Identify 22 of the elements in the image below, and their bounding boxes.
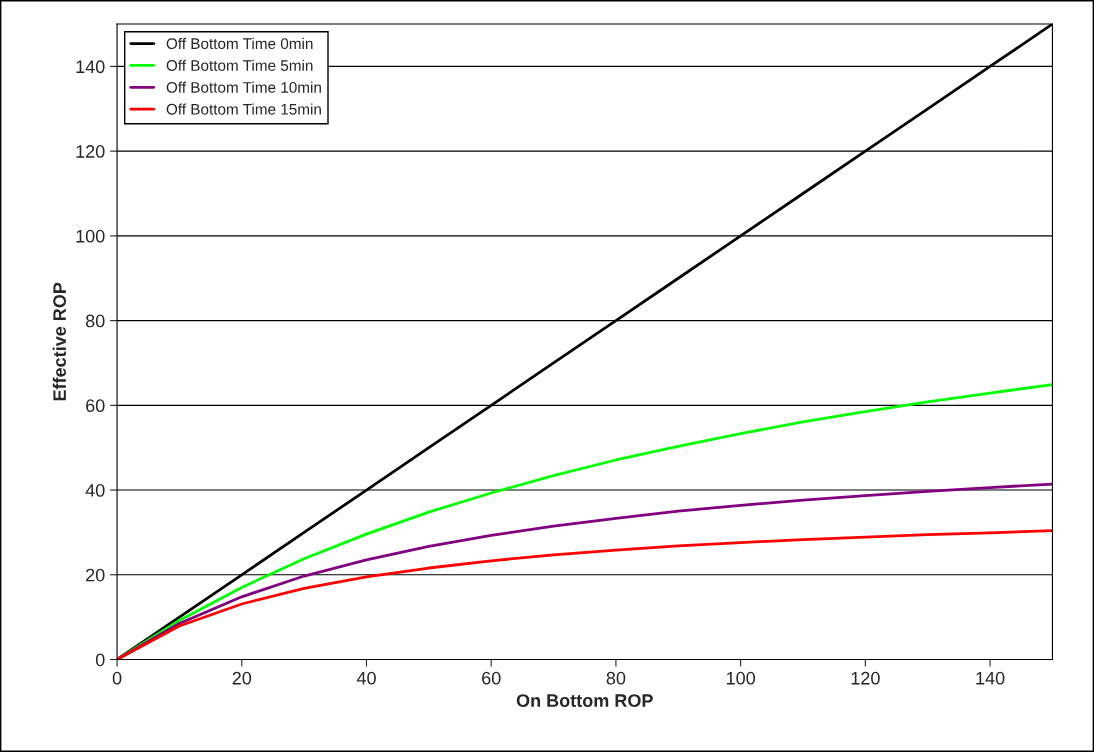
y-axis-title: Effective ROP — [52, 282, 67, 401]
x-tick-label: 40 — [356, 671, 376, 685]
x-tick-label: 20 — [232, 671, 252, 685]
y-tick-label: 0 — [95, 653, 105, 667]
y-tick-label: 80 — [85, 314, 105, 328]
x-tick-label: 0 — [112, 671, 122, 685]
y-tick-label: 40 — [85, 483, 105, 497]
legend-label: Off Bottom Time 15min — [166, 103, 321, 115]
x-tick-label: 80 — [606, 671, 626, 685]
x-tick-label: 100 — [726, 671, 755, 685]
legend-label: Off Bottom Time 0min — [166, 37, 313, 50]
x-tick-label: 140 — [976, 671, 1005, 685]
x-axis-title: On Bottom ROP — [516, 694, 653, 707]
y-tick-label: 20 — [86, 568, 105, 582]
legend-label: Off Bottom Time 10min — [166, 81, 321, 93]
legend-label: Off Bottom Time 5min — [166, 59, 313, 71]
y-tick-label: 100 — [76, 229, 105, 243]
x-tick-label: 120 — [851, 671, 880, 685]
y-tick-label: 140 — [76, 60, 105, 74]
x-tick-label: 60 — [482, 671, 501, 685]
y-tick-label: 60 — [86, 399, 105, 413]
y-tick-label: 120 — [76, 145, 105, 158]
